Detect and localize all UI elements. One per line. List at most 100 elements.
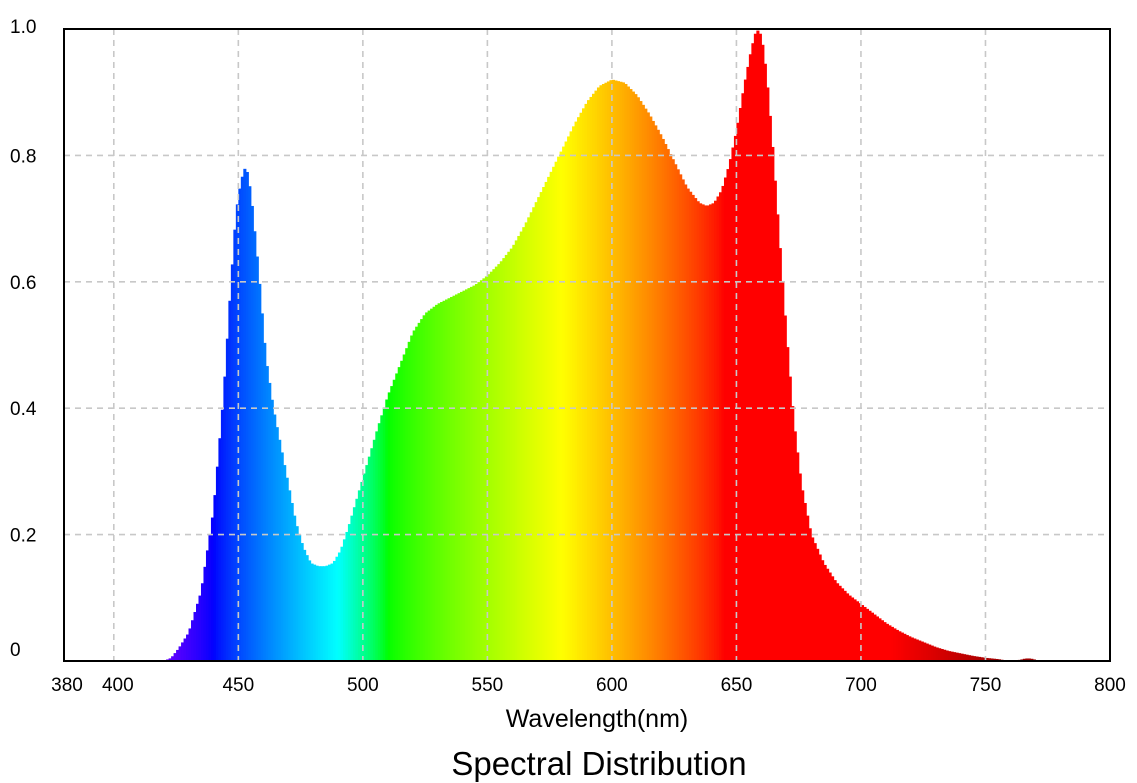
spectrum-bar [631, 91, 635, 661]
spectrum-bar [913, 638, 917, 661]
spectrum-bar [738, 108, 743, 661]
spectrum-bar [987, 658, 992, 661]
spectrum-bar [532, 207, 536, 661]
spectrum-bar [323, 566, 327, 661]
spectrum-bar [694, 198, 698, 661]
spectrum-bar [846, 593, 850, 661]
spectrum-bar [238, 188, 242, 661]
spectrum-bar [547, 176, 551, 661]
spectrum-bar [340, 546, 344, 661]
spectrum-bar [459, 291, 464, 661]
spectrum-bar [370, 448, 374, 661]
spectrum-bar [908, 636, 912, 661]
spectrum-bar [788, 376, 792, 661]
spectrum-bar [554, 161, 558, 661]
spectrum-bar [801, 490, 805, 661]
spectrum-bar [933, 646, 937, 661]
spectrum-bar [502, 258, 506, 661]
spectrum-bar [634, 94, 638, 661]
spectrum-bar [676, 169, 680, 661]
spectrum-bar [990, 658, 994, 661]
y-tick-label: 0.6 [10, 273, 36, 294]
spectrum-bar [813, 543, 817, 661]
spectrum-bar [504, 254, 508, 661]
spectrum-bar [407, 341, 411, 661]
spectrum-bar [626, 86, 630, 661]
spectrum-bar [880, 620, 884, 661]
spectrum-bar [938, 648, 942, 661]
spectrum-bar [537, 197, 541, 661]
spectrum-bar [265, 366, 269, 661]
x-tick-label: 700 [845, 675, 877, 696]
spectrum-bar [803, 503, 807, 661]
spectrum-bar [736, 122, 740, 661]
spectrum-bar [196, 603, 200, 661]
spectrum-bar [875, 616, 879, 661]
spectrum-bar [629, 89, 633, 661]
spectrum-bar [791, 406, 795, 661]
spectrum-bar [950, 651, 954, 661]
spectrum-bar [469, 286, 474, 661]
spectrum-bar [746, 66, 750, 661]
spectrum-bar [210, 517, 215, 661]
spectrum-bar [850, 597, 855, 661]
spectrum-bar [315, 565, 319, 661]
spectrum-bar [484, 276, 488, 661]
spectrum-bar [733, 135, 738, 661]
spectrum-bar [604, 82, 608, 661]
spectrum-bar [260, 313, 264, 661]
spectrum-bar [920, 641, 924, 661]
spectrum-bar [639, 101, 643, 661]
spectrum-bar [397, 367, 401, 661]
spectrum-bar [748, 54, 752, 661]
spectrum-bar [1027, 658, 1031, 661]
spectrum-bar [579, 112, 583, 661]
spectrum-bar [191, 620, 195, 661]
spectrum-bar [557, 156, 561, 661]
spectrum-bar [447, 298, 451, 661]
spectrum-bar [940, 648, 944, 661]
spectrum-bar [263, 342, 267, 661]
spectrum-bar [223, 376, 227, 661]
spectrum-bar [395, 373, 399, 661]
spectrum-bar [890, 626, 894, 661]
spectrum-bar [701, 204, 705, 661]
spectrum-bar [569, 131, 573, 661]
spectrum-bar [970, 655, 974, 661]
spectrum-bar [711, 203, 715, 661]
spectrum-bar [796, 452, 800, 661]
spectrum-bar [268, 382, 272, 661]
spectrum-bar [283, 465, 287, 661]
spectrum-bar [753, 33, 757, 661]
spectrum-bar [452, 295, 456, 661]
spectrum-bar [963, 654, 967, 661]
spectrum-bar [903, 633, 907, 661]
spectrum-bar [173, 653, 177, 661]
spectrum-bar [218, 438, 222, 661]
spectrum-bar [467, 288, 471, 661]
spectrum-bar [385, 399, 389, 661]
spectrum-bar [288, 490, 292, 661]
spectrum-bar [494, 266, 498, 661]
spectrum-bar [582, 108, 586, 661]
spectrum-bar [773, 180, 777, 661]
spectrum-bar [816, 548, 820, 661]
spectrum-bar [410, 335, 414, 661]
spectrum-bar [188, 628, 192, 661]
spectrum-bar [741, 93, 745, 661]
spectrum-bar [258, 283, 262, 661]
x-tick-label: 400 [102, 675, 134, 696]
spectrum-bar [584, 103, 588, 661]
spectrum-bar [248, 186, 252, 661]
spectrum-bar [176, 649, 180, 661]
spectrum-bar [666, 149, 670, 661]
spectrum-bar [417, 322, 421, 661]
spectrum-bar [200, 583, 205, 661]
spectrum-bar [186, 634, 190, 661]
spectrum-bar [599, 85, 603, 661]
x-axis-label: Wavelength(nm) [506, 705, 688, 733]
spectrum-bar [743, 79, 747, 661]
spectrum-bar [591, 93, 596, 661]
spectrum-bar [589, 96, 593, 661]
spectrum-bar [564, 141, 568, 661]
